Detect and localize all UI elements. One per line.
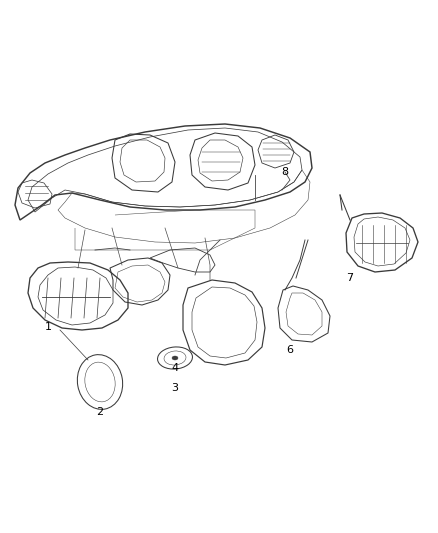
Text: 7: 7 <box>346 273 353 283</box>
Text: 8: 8 <box>282 167 289 177</box>
Text: 3: 3 <box>172 383 179 393</box>
Text: 1: 1 <box>45 322 52 332</box>
Text: 2: 2 <box>96 407 103 417</box>
Text: 6: 6 <box>286 345 293 355</box>
Ellipse shape <box>172 356 178 360</box>
Text: 4: 4 <box>171 363 179 373</box>
